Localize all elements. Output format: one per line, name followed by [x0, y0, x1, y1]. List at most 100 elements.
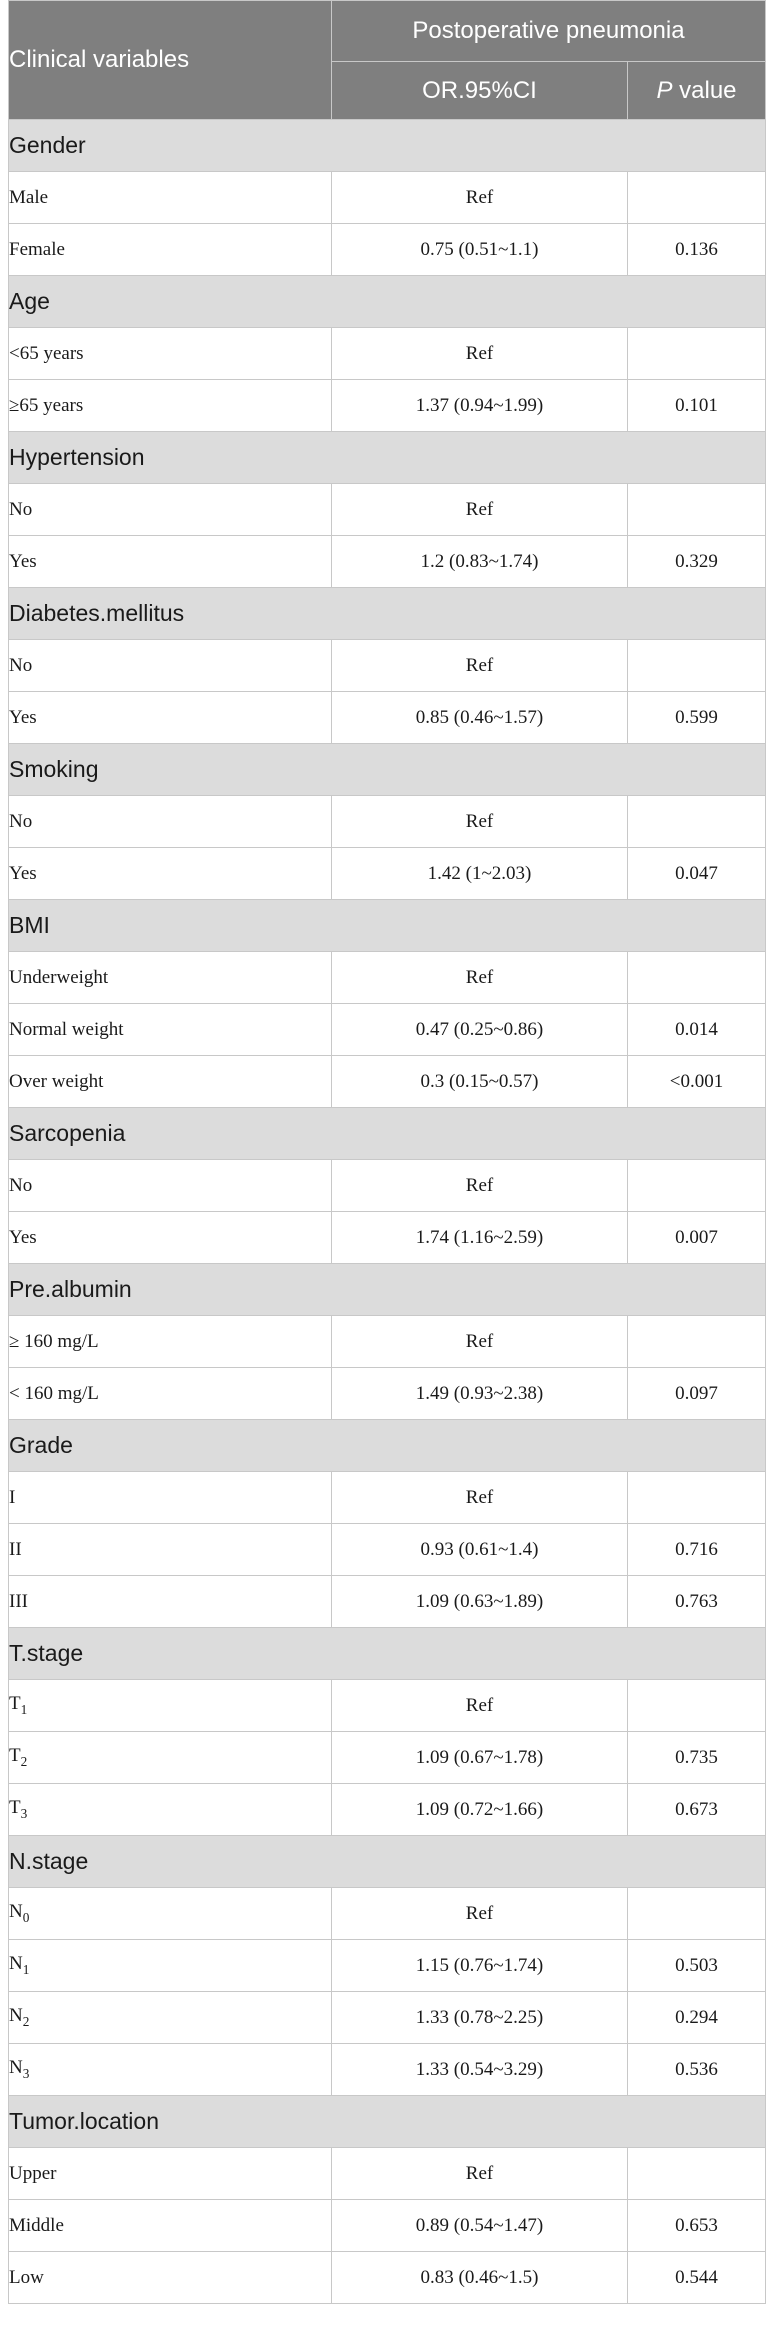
- row-label-subscript: 1: [22, 1961, 30, 1977]
- p-value: [627, 1887, 766, 1940]
- p-value: [627, 795, 766, 848]
- group-name: Smoking: [8, 743, 766, 796]
- row-label-text: No: [9, 498, 33, 520]
- odds-ratio-ci: 1.09 (0.72~1.66): [331, 1783, 628, 1836]
- p-value: 0.653: [627, 2199, 766, 2252]
- group-name: Gender: [8, 119, 766, 172]
- odds-ratio-ci: Ref: [331, 327, 628, 380]
- p-value: 0.294: [627, 1991, 766, 2044]
- row-label-text: N: [9, 2005, 23, 2027]
- odds-ratio-ci: Ref: [331, 171, 628, 224]
- odds-ratio-ci: 0.83 (0.46~1.5): [331, 2251, 628, 2304]
- group-header-row: Sarcopenia: [8, 1107, 766, 1160]
- odds-ratio-ci: Ref: [331, 1887, 628, 1940]
- group-name: Grade: [8, 1419, 766, 1472]
- table-body: Gender Male Ref Female 0.75 (0.51~1.1) 0.136 A…: [8, 119, 766, 2304]
- table-row: Low 0.83 (0.46~1.5) 0.544: [8, 2251, 766, 2304]
- p-value: 0.136: [627, 223, 766, 276]
- row-label-subscript: 3: [22, 2065, 30, 2081]
- odds-ratio-ci: Ref: [331, 1679, 628, 1732]
- p-value: 0.047: [627, 847, 766, 900]
- odds-ratio-ci: 1.2 (0.83~1.74): [331, 535, 628, 588]
- row-label: No: [8, 795, 332, 848]
- row-label: III: [8, 1575, 332, 1628]
- table-row: Middle 0.89 (0.54~1.47) 0.653: [8, 2199, 766, 2252]
- group-header-row: Age: [8, 275, 766, 328]
- table-row: Yes 1.42 (1~2.03) 0.047: [8, 847, 766, 900]
- row-label-text: II: [9, 1538, 22, 1560]
- table-row: Over weight 0.3 (0.15~0.57) <0.001: [8, 1055, 766, 1108]
- odds-ratio-ci: 0.75 (0.51~1.1): [331, 223, 628, 276]
- odds-ratio-ci: Ref: [331, 795, 628, 848]
- odds-ratio-ci: Ref: [331, 639, 628, 692]
- odds-ratio-ci: Ref: [331, 1315, 628, 1368]
- p-value: 0.716: [627, 1523, 766, 1576]
- row-label: Yes: [8, 847, 332, 900]
- table-row: N3 1.33 (0.54~3.29) 0.536: [8, 2043, 766, 2096]
- p-value: 0.735: [627, 1731, 766, 1784]
- row-label: Low: [8, 2251, 332, 2304]
- odds-ratio-ci: 1.74 (1.16~2.59): [331, 1211, 628, 1264]
- row-label-subscript: 3: [20, 1805, 28, 1821]
- table-row: Upper Ref: [8, 2147, 766, 2200]
- row-label-text: Upper: [9, 2162, 57, 2184]
- row-label: II: [8, 1523, 332, 1576]
- table-row: Female 0.75 (0.51~1.1) 0.136: [8, 223, 766, 276]
- row-label: Yes: [8, 535, 332, 588]
- odds-ratio-ci: 1.09 (0.67~1.78): [331, 1731, 628, 1784]
- header-postoperative-pneumonia: Postoperative pneumonia: [331, 0, 766, 62]
- row-label-text: No: [9, 1174, 33, 1196]
- group-header-row: BMI: [8, 899, 766, 952]
- group-name: Hypertension: [8, 431, 766, 484]
- row-label-text: No: [9, 810, 33, 832]
- row-label-text: N: [9, 2057, 23, 2079]
- group-name: Sarcopenia: [8, 1107, 766, 1160]
- table-row: Yes 0.85 (0.46~1.57) 0.599: [8, 691, 766, 744]
- header-or-ci: OR.95%CI: [331, 61, 628, 120]
- header-p-value: P value: [627, 61, 766, 120]
- table-row: No Ref: [8, 795, 766, 848]
- group-header-row: Diabetes.mellitus: [8, 587, 766, 640]
- p-value: 0.097: [627, 1367, 766, 1420]
- row-label: Male: [8, 171, 332, 224]
- group-name: N.stage: [8, 1835, 766, 1888]
- table-row: Yes 1.74 (1.16~2.59) 0.007: [8, 1211, 766, 1264]
- pneumonia-regression-table: Clinical variables Postoperative pneumon…: [8, 0, 766, 2304]
- header-p-letter: P: [656, 76, 673, 104]
- table-row: N1 1.15 (0.76~1.74) 0.503: [8, 1939, 766, 1992]
- row-label-text: T: [9, 1745, 21, 1767]
- group-name: BMI: [8, 899, 766, 952]
- group-header-row: Hypertension: [8, 431, 766, 484]
- row-label: ≥ 160 mg/L: [8, 1315, 332, 1368]
- table-row: < 160 mg/L 1.49 (0.93~2.38) 0.097: [8, 1367, 766, 1420]
- row-label-text: <65 years: [9, 342, 84, 364]
- table-row: T1 Ref: [8, 1679, 766, 1732]
- odds-ratio-ci: Ref: [331, 1471, 628, 1524]
- row-label-text: N: [9, 1901, 23, 1923]
- table-row: Male Ref: [8, 171, 766, 224]
- p-value: 0.014: [627, 1003, 766, 1056]
- row-label-subscript: 2: [20, 1753, 28, 1769]
- p-value: <0.001: [627, 1055, 766, 1108]
- row-label-text: Normal weight: [9, 1018, 124, 1040]
- group-name: Tumor.location: [8, 2095, 766, 2148]
- p-value: [627, 171, 766, 224]
- row-label: < 160 mg/L: [8, 1367, 332, 1420]
- row-label-text: Yes: [9, 862, 37, 884]
- header-value-word: value: [672, 76, 737, 104]
- p-value: 0.329: [627, 535, 766, 588]
- table-row: Yes 1.2 (0.83~1.74) 0.329: [8, 535, 766, 588]
- row-label: Underweight: [8, 951, 332, 1004]
- group-header-row: Grade: [8, 1419, 766, 1472]
- odds-ratio-ci: Ref: [331, 2147, 628, 2200]
- odds-ratio-ci: 0.89 (0.54~1.47): [331, 2199, 628, 2252]
- p-value: 0.763: [627, 1575, 766, 1628]
- p-value: 0.007: [627, 1211, 766, 1264]
- table-row: No Ref: [8, 483, 766, 536]
- odds-ratio-ci: 0.47 (0.25~0.86): [331, 1003, 628, 1056]
- odds-ratio-ci: 1.49 (0.93~2.38): [331, 1367, 628, 1420]
- group-name: Pre.albumin: [8, 1263, 766, 1316]
- row-label: No: [8, 639, 332, 692]
- row-label-text: T: [9, 1797, 21, 1819]
- p-value: 0.673: [627, 1783, 766, 1836]
